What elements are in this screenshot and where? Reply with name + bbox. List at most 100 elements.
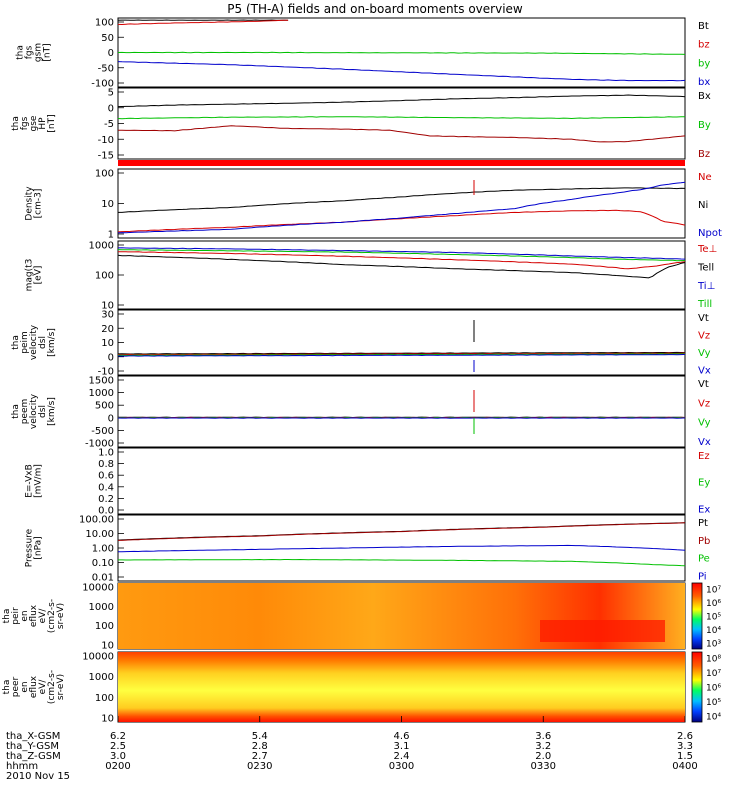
y-tick-label: 100 bbox=[95, 693, 114, 704]
y-tick-label: 0 bbox=[108, 103, 114, 114]
series-line bbox=[118, 558, 686, 567]
colorbar-tick-label: 10⁵ bbox=[706, 613, 721, 623]
legend-label: Pt bbox=[698, 518, 708, 529]
y-tick-label: 10.00 bbox=[85, 529, 114, 540]
y-axis-label: [mV/m] bbox=[34, 464, 44, 498]
y-axis-label: fgs bbox=[20, 116, 30, 130]
x-row-label: hhmm bbox=[6, 761, 38, 772]
x-tick-label: 3.6 bbox=[535, 731, 551, 742]
x-tick-label: 0200 bbox=[105, 761, 130, 772]
panel-frame bbox=[117, 514, 686, 582]
x-row-label: tha_Y-GSM bbox=[6, 741, 59, 752]
y-tick-label: 10000 bbox=[82, 583, 114, 594]
x-tick-label: 0230 bbox=[247, 761, 272, 772]
heatmap-electron-eflux bbox=[118, 651, 703, 723]
x-tick-label: 0300 bbox=[389, 761, 414, 772]
legend-label: Ez bbox=[698, 451, 710, 462]
x-tick-label: 2.0 bbox=[535, 751, 551, 762]
y-axis-label: eflux bbox=[29, 675, 39, 698]
y-axis-label: (cm2-s- bbox=[47, 670, 57, 704]
y-axis-label: tha bbox=[11, 116, 21, 131]
series-line bbox=[118, 251, 686, 270]
y-tick-label: 10000 bbox=[82, 652, 114, 663]
y-tick-label: 0 bbox=[108, 48, 114, 59]
panel-frame bbox=[117, 240, 686, 310]
x-tick-label: 3.3 bbox=[677, 741, 693, 752]
y-axis-label: tha bbox=[11, 335, 21, 350]
legend-label: Vz bbox=[698, 398, 710, 409]
y-axis-label: (cm2-s- bbox=[47, 599, 57, 633]
x-tick-label: 2.4 bbox=[394, 751, 410, 762]
colorbar-ion bbox=[691, 582, 703, 650]
y-axis-label: [km/s] bbox=[47, 397, 57, 426]
legend-label: Vt bbox=[698, 313, 709, 324]
x-tick-label: 2.8 bbox=[252, 741, 268, 752]
y-axis-label: gse bbox=[29, 115, 39, 131]
heatmap-ion-eflux bbox=[118, 582, 703, 650]
series-line bbox=[117, 352, 685, 356]
y-tick-label: 0 bbox=[108, 352, 114, 363]
series-line bbox=[118, 125, 686, 143]
series-line bbox=[117, 51, 686, 55]
y-axis-label: [nPa] bbox=[34, 536, 44, 559]
y-tick-label: 10 bbox=[101, 714, 114, 725]
series-line bbox=[117, 94, 686, 108]
y-axis-label: peer bbox=[11, 676, 21, 697]
y-axis-label: eV/ bbox=[38, 679, 48, 695]
series-line bbox=[118, 522, 686, 541]
legend-label: bz bbox=[698, 40, 710, 51]
panel-2: 5 0 -5 -10 -15 tha fgs gse HP [nT] Bx By Bz bbox=[11, 87, 711, 162]
legend-label: Bz bbox=[698, 149, 710, 160]
y-tick-label: 0.10 bbox=[92, 558, 114, 569]
y-tick-label: 1000 bbox=[89, 672, 114, 683]
series-line bbox=[117, 181, 686, 234]
y-tick-label: 500 bbox=[95, 401, 114, 412]
y-axis-label: eV/ bbox=[38, 608, 48, 624]
panel-frame bbox=[117, 375, 686, 448]
y-tick-label: 0.01 bbox=[92, 573, 114, 584]
y-axis-label: mag(t3 bbox=[25, 259, 35, 292]
legend-label: Te⊥ bbox=[697, 244, 717, 255]
y-tick-label: 100 bbox=[95, 621, 114, 632]
y-tick-label: -5 bbox=[104, 119, 114, 130]
x-tick-label: 1.5 bbox=[677, 751, 693, 762]
y-axis-label: E=-VxB bbox=[25, 464, 35, 498]
y-axis-label: tha bbox=[11, 404, 21, 419]
y-tick-label: -10 bbox=[98, 135, 114, 146]
y-tick-label: 1000 bbox=[89, 602, 114, 613]
y-tick-label: 10 bbox=[101, 641, 114, 652]
legend-label: Pi bbox=[698, 571, 707, 582]
x-row-label: tha_Z-GSM bbox=[6, 751, 61, 762]
panel-4: 1000 100 10 mag(t3 [eV] Te⊥ Tell Ti⊥ Till bbox=[25, 240, 717, 312]
y-tick-label: 1000 bbox=[89, 241, 114, 252]
panel-8: 100.00 10.00 1.00 0.10 0.01 Pressure [nPa] Pt Pb… bbox=[25, 514, 710, 584]
y-tick-label: 1500 bbox=[89, 376, 114, 387]
legend-label: Ti⊥ bbox=[697, 281, 715, 292]
series-line bbox=[117, 353, 685, 356]
legend-label: Vz bbox=[698, 330, 710, 341]
series-line bbox=[118, 187, 686, 213]
x-tick-label: 0400 bbox=[672, 761, 697, 772]
y-tick-label: 1000 bbox=[89, 388, 114, 399]
heatmap-electron-image bbox=[118, 652, 685, 722]
y-tick-label: 100 bbox=[95, 169, 114, 180]
y-axis-label: dsl bbox=[38, 405, 48, 418]
legend-label: by bbox=[698, 58, 710, 69]
colorbar-tick-label: 10⁷ bbox=[706, 669, 721, 679]
x-date-label: 2010 Nov 15 bbox=[6, 771, 70, 782]
colorbar-tick-label: 10⁸ bbox=[706, 655, 721, 665]
legend-label: Bt bbox=[698, 21, 709, 32]
legend-label: Vy bbox=[698, 418, 711, 429]
y-axis-label: [eV] bbox=[34, 266, 44, 285]
y-tick-label: 0.0 bbox=[98, 506, 114, 517]
plot-title: P5 (TH-A) fields and on-board moments ov… bbox=[227, 2, 523, 16]
panel-frame bbox=[117, 168, 686, 239]
y-tick-label: 0.8 bbox=[98, 459, 114, 470]
colorbar-tick-label: 10⁶ bbox=[706, 684, 721, 694]
y-axis-label: dsl bbox=[38, 336, 48, 349]
y-tick-label: 0.2 bbox=[98, 494, 114, 505]
y-tick-label: -500 bbox=[91, 426, 114, 437]
legend-label: Npot bbox=[698, 228, 722, 239]
